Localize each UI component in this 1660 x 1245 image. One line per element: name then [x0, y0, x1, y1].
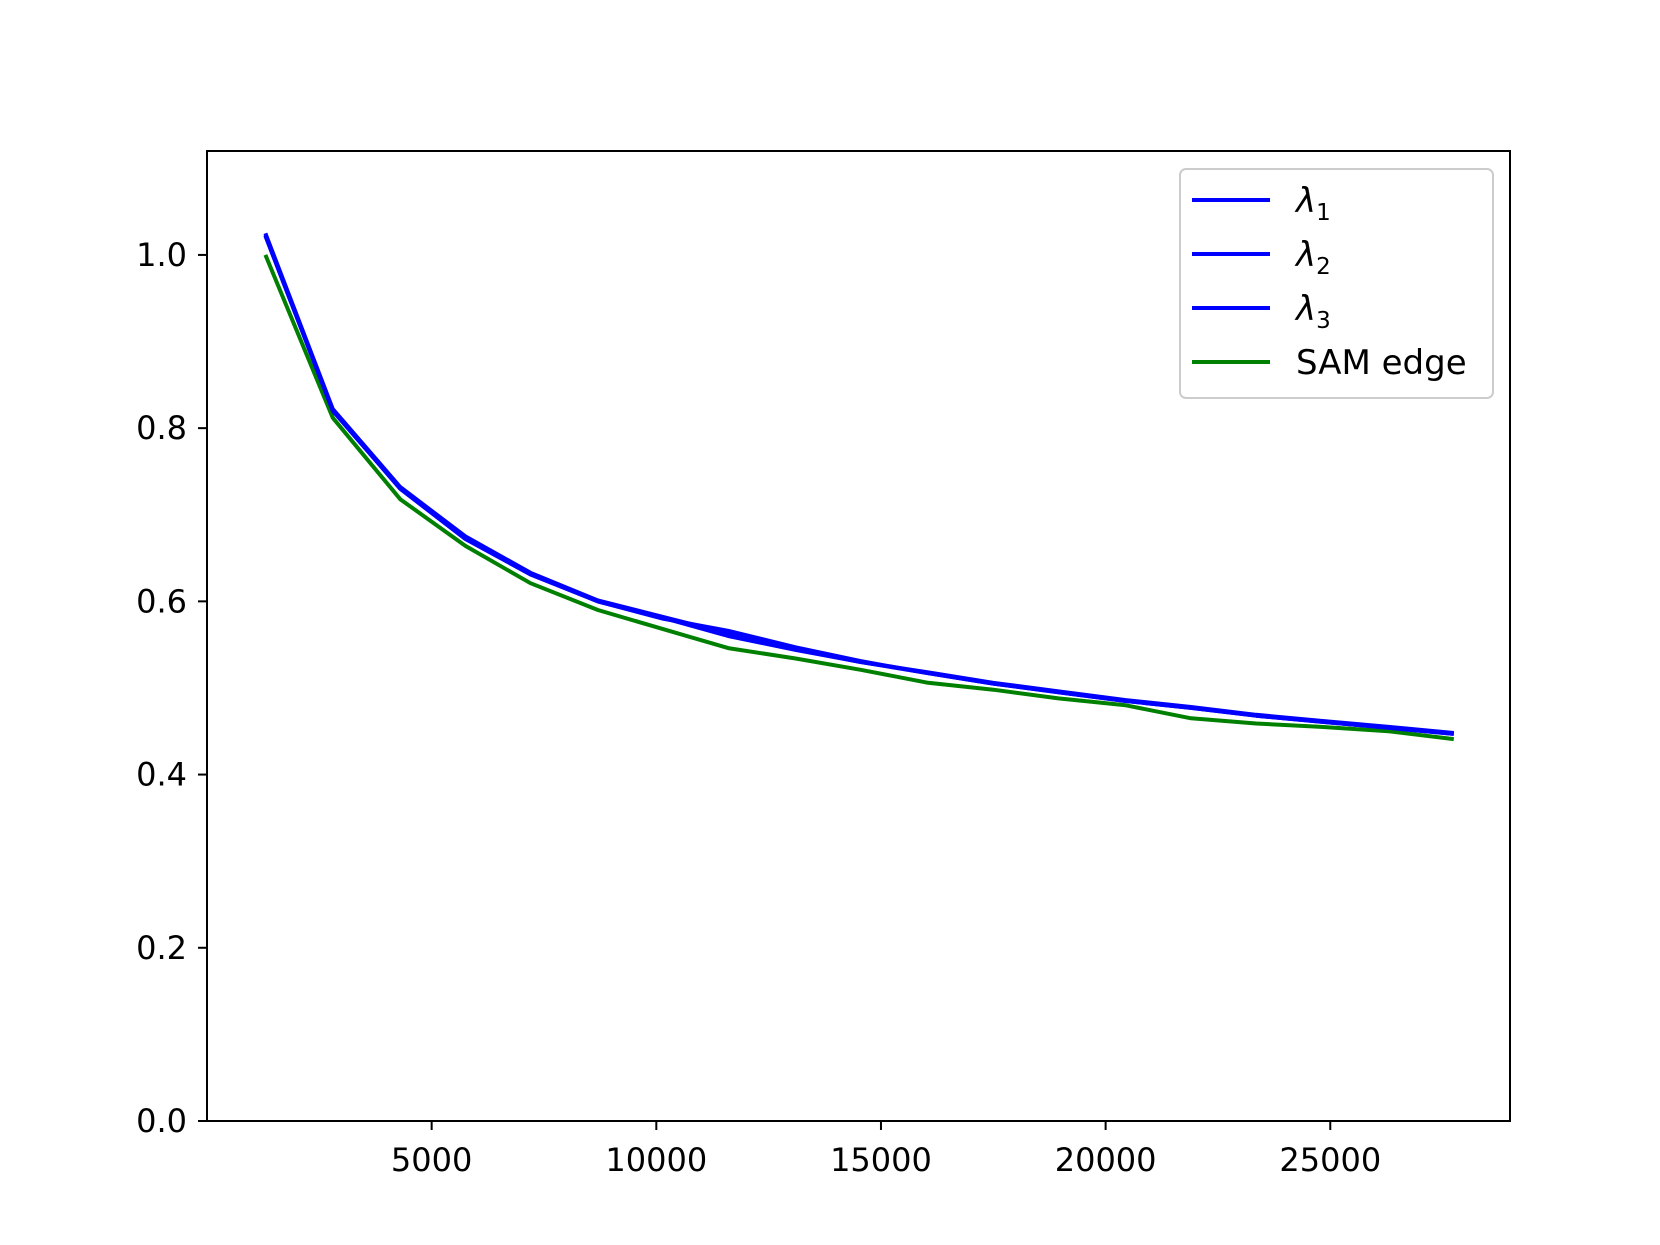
x-tick-label: 20000	[1055, 1141, 1157, 1179]
legend-label: SAM edge	[1296, 343, 1467, 383]
legend-label-subscript: 1	[1316, 200, 1331, 226]
plot-frame	[206, 150, 1511, 1122]
y-tick-label: 0.6	[136, 582, 187, 620]
y-tick-label: 0.0	[136, 1102, 187, 1140]
y-tick-label: 0.2	[136, 929, 187, 967]
x-tick-label: 25000	[1279, 1141, 1381, 1179]
legend-box	[1179, 168, 1494, 399]
axis-ticks: 5000 10000 15000 20000 25000 0.0 0.2 0.4 0.6 0.8 1…	[136, 236, 1381, 1179]
x-tick-label: 5000	[391, 1141, 472, 1179]
legend-label-name: λ	[1294, 289, 1316, 329]
legend-label-subscript: 2	[1316, 254, 1331, 280]
series-line-3	[263, 234, 1454, 736]
x-tick-label: 10000	[605, 1141, 707, 1179]
legend-label-name: λ	[1294, 181, 1316, 221]
series-lines	[263, 232, 1455, 742]
legend-label: λ1	[1294, 181, 1331, 226]
legend-label: λ2	[1294, 235, 1331, 280]
legend-label-name: SAM edge	[1296, 343, 1467, 383]
series-line-4	[263, 254, 1455, 742]
y-tick-label: 1.0	[136, 236, 187, 274]
y-tick-label: 0.8	[136, 409, 187, 447]
legend-label: λ3	[1294, 289, 1331, 334]
legend-label-name: λ	[1294, 235, 1316, 275]
legend-label-subscript: 3	[1316, 308, 1331, 334]
x-tick-label: 15000	[830, 1141, 932, 1179]
y-tick-label: 0.4	[136, 756, 187, 794]
